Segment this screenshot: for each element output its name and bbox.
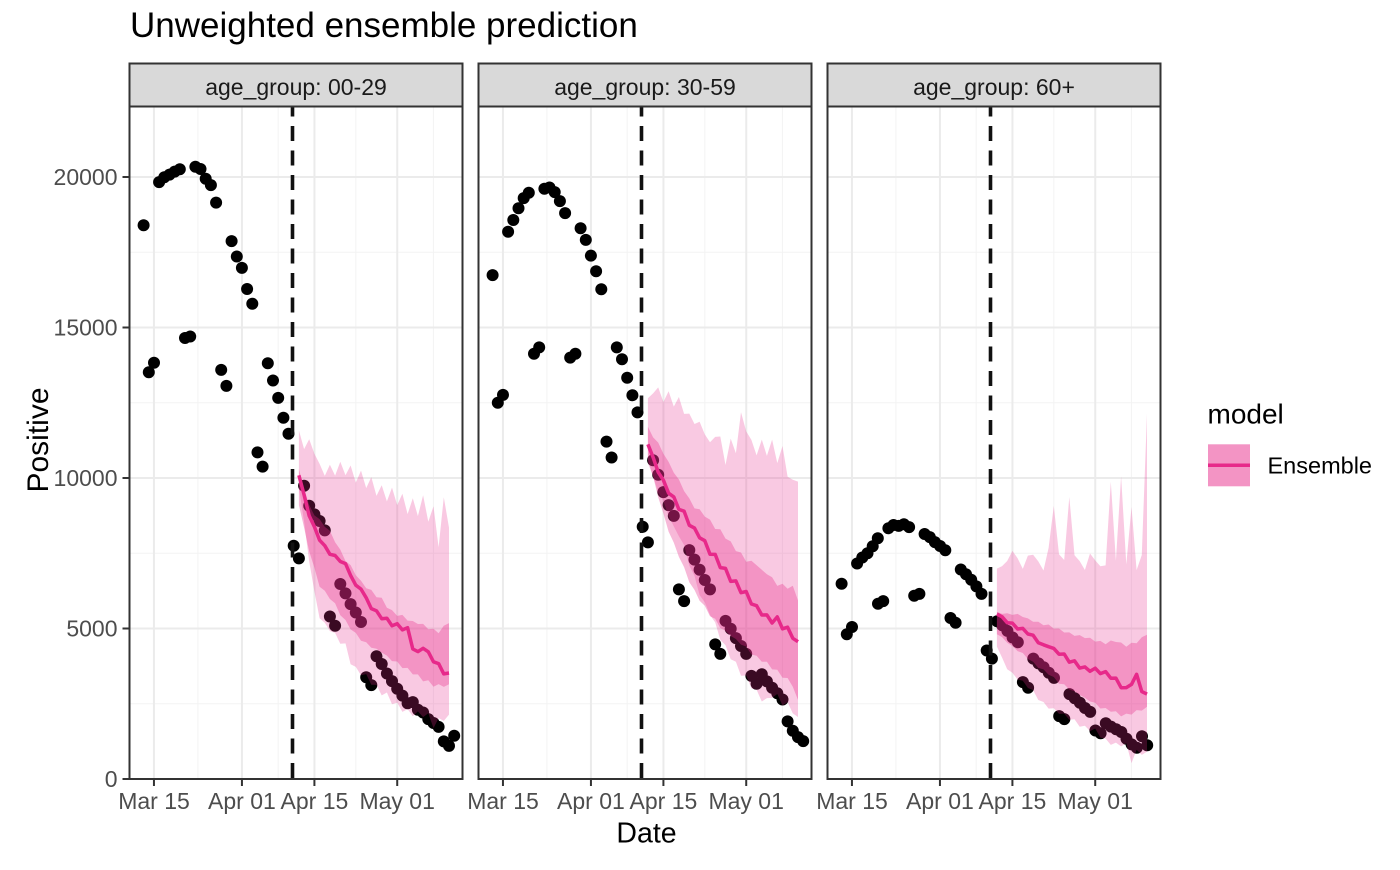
svg-text:Apr 15: Apr 15 (630, 788, 698, 814)
svg-text:May 01: May 01 (359, 788, 434, 814)
svg-text:Apr 15: Apr 15 (281, 788, 349, 814)
svg-text:Date: Date (616, 818, 676, 850)
svg-text:May 01: May 01 (1057, 788, 1132, 814)
svg-text:Ensemble: Ensemble (1268, 452, 1373, 478)
svg-text:Unweighted ensemble prediction: Unweighted ensemble prediction (130, 6, 638, 45)
svg-text:model: model (1208, 399, 1284, 430)
svg-text:May 01: May 01 (708, 788, 783, 814)
svg-text:0: 0 (105, 766, 118, 792)
svg-text:age_group: 00-29: age_group: 00-29 (205, 74, 387, 100)
svg-text:Apr 01: Apr 01 (906, 788, 974, 814)
svg-text:Mar 15: Mar 15 (816, 788, 888, 814)
svg-text:Positive: Positive (22, 387, 55, 492)
svg-text:5000: 5000 (66, 616, 117, 642)
svg-text:age_group: 30-59: age_group: 30-59 (554, 74, 736, 100)
svg-text:Apr 15: Apr 15 (979, 788, 1047, 814)
svg-text:10000: 10000 (54, 465, 118, 491)
svg-text:Mar 15: Mar 15 (467, 788, 539, 814)
svg-text:Mar 15: Mar 15 (118, 788, 190, 814)
svg-text:Apr 01: Apr 01 (557, 788, 625, 814)
svg-text:15000: 15000 (54, 315, 118, 341)
svg-text:Apr 01: Apr 01 (208, 788, 276, 814)
svg-text:age_group: 60+: age_group: 60+ (913, 74, 1075, 100)
svg-text:20000: 20000 (54, 164, 118, 190)
